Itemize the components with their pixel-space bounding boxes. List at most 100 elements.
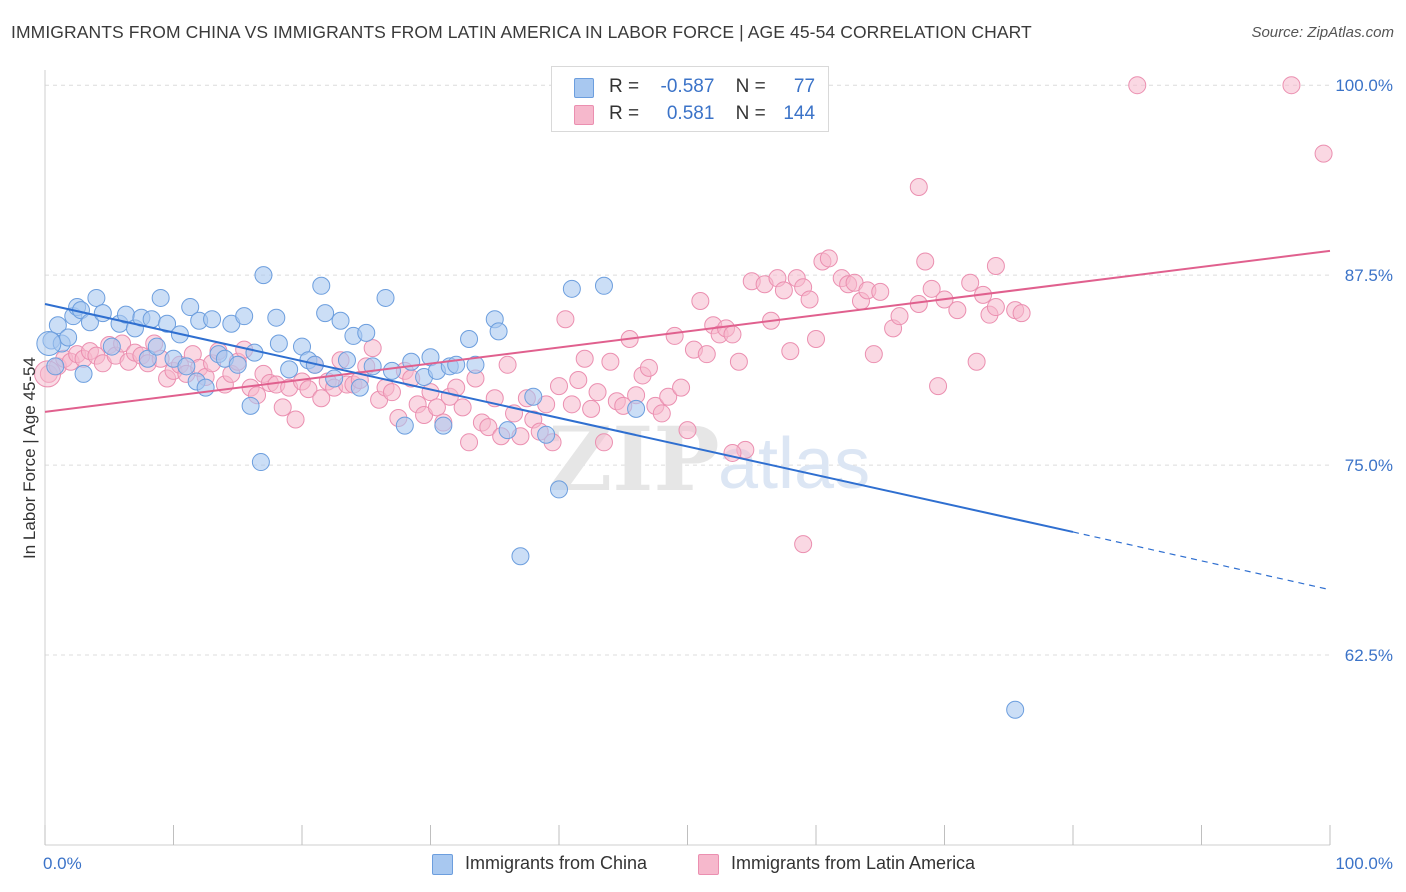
china-point <box>331 311 350 330</box>
latin-point <box>582 399 601 418</box>
latin-point <box>691 291 710 310</box>
china-point <box>251 453 270 472</box>
latin-point <box>453 398 472 417</box>
legend-china-n: 77 <box>793 76 816 97</box>
latin-point <box>273 398 292 417</box>
china-point <box>357 323 376 342</box>
china-point <box>138 349 157 368</box>
china-point <box>434 416 453 435</box>
latin-point <box>652 404 671 423</box>
legend-latin-r: 0.581 <box>666 103 715 124</box>
latin-point <box>659 387 678 406</box>
china-point <box>337 351 356 370</box>
latin-point <box>929 377 948 396</box>
latin-point <box>601 352 620 371</box>
china-point <box>269 334 288 353</box>
bottom-legend-label-china: Immigrants from China <box>465 853 648 873</box>
latin-point <box>460 433 479 452</box>
china-point <box>350 378 369 397</box>
y-tick-label: 87.5% <box>1345 266 1393 285</box>
china-point <box>87 288 106 307</box>
china-point <box>235 307 254 326</box>
china-trendline <box>44 303 1074 533</box>
china-point <box>627 399 646 418</box>
china-point <box>241 396 260 415</box>
correlation-legend: R = -0.587 N = 77 R = 0.581 N = 144 <box>551 66 829 132</box>
y-tick-label: 100.0% <box>1335 76 1393 95</box>
china-point <box>228 355 247 374</box>
source-label: Source: ZipAtlas.com <box>1251 24 1394 41</box>
latin-point <box>498 355 517 374</box>
legend-swatch-latin <box>574 105 594 125</box>
latin-point <box>1128 76 1147 95</box>
watermark: ZIP atlas <box>548 407 870 511</box>
legend-swatch-china <box>574 78 594 98</box>
china-point <box>489 322 508 341</box>
latin-point <box>890 307 909 326</box>
latin-point <box>961 273 980 292</box>
china-point <box>325 369 344 388</box>
legend-r-label: R = <box>609 76 640 97</box>
watermark-zip: ZIP <box>548 407 720 511</box>
watermark-atlas: atlas <box>718 424 870 504</box>
latin-point <box>286 410 305 429</box>
y-axis-label: In Labor Force | Age 45-54 <box>20 357 39 559</box>
china-point <box>376 288 395 307</box>
china-point <box>537 425 556 444</box>
china-point <box>524 387 543 406</box>
china-point <box>312 276 331 295</box>
latin-point <box>678 421 697 440</box>
latin-trendline <box>44 249 1331 413</box>
china-point <box>48 316 67 335</box>
china-point <box>511 547 530 566</box>
bottom-legend-label-latin: Immigrants from Latin America <box>731 853 976 873</box>
latin-point <box>382 383 401 402</box>
x-tick-label: 100.0% <box>1335 854 1393 873</box>
china-point <box>181 298 200 317</box>
latin-point <box>556 310 575 329</box>
latin-point <box>363 339 382 358</box>
china-point <box>74 364 93 383</box>
latin-point <box>550 377 568 396</box>
legend-r-label: R = <box>609 103 640 124</box>
china-point <box>594 276 613 295</box>
latin-point <box>864 345 883 364</box>
latin-point <box>594 433 613 452</box>
latin-point <box>774 281 793 300</box>
china-point <box>36 331 62 357</box>
y-tick-label: 62.5% <box>1345 646 1393 665</box>
latin-point <box>948 301 967 320</box>
latin-point <box>569 371 588 389</box>
latin-point <box>781 342 800 361</box>
china-point <box>102 337 121 356</box>
latin-point <box>1314 144 1333 163</box>
latin-point <box>1012 304 1031 323</box>
latin-point <box>729 352 748 371</box>
china-point <box>395 416 414 435</box>
latin-point <box>575 349 594 368</box>
china-point <box>59 328 78 347</box>
latin-point <box>1282 76 1301 95</box>
legend-n-label: N = <box>735 76 766 97</box>
latin-point <box>672 378 691 397</box>
legend-latin-n: 144 <box>783 103 816 124</box>
latin-point <box>967 352 986 371</box>
latin-point <box>922 279 941 298</box>
china-point <box>147 337 166 356</box>
x-tick-label: 0.0% <box>43 854 82 873</box>
legend-china-r: -0.587 <box>660 76 715 97</box>
tick-labels: 62.5% 75.0% 87.5% 100.0% 0.0% 100.0% <box>43 76 1393 873</box>
china-point <box>46 357 65 376</box>
latin-point <box>986 298 1005 317</box>
latin-point <box>986 257 1005 276</box>
bottom-legend-swatch-latin <box>698 854 719 875</box>
latin-america-points <box>34 76 1333 554</box>
china-point <box>151 288 170 307</box>
latin-point <box>723 325 742 344</box>
latin-point <box>588 383 607 402</box>
latin-point <box>421 383 440 402</box>
axes <box>44 70 1331 846</box>
china-point <box>203 310 222 329</box>
china-point <box>1006 700 1025 719</box>
